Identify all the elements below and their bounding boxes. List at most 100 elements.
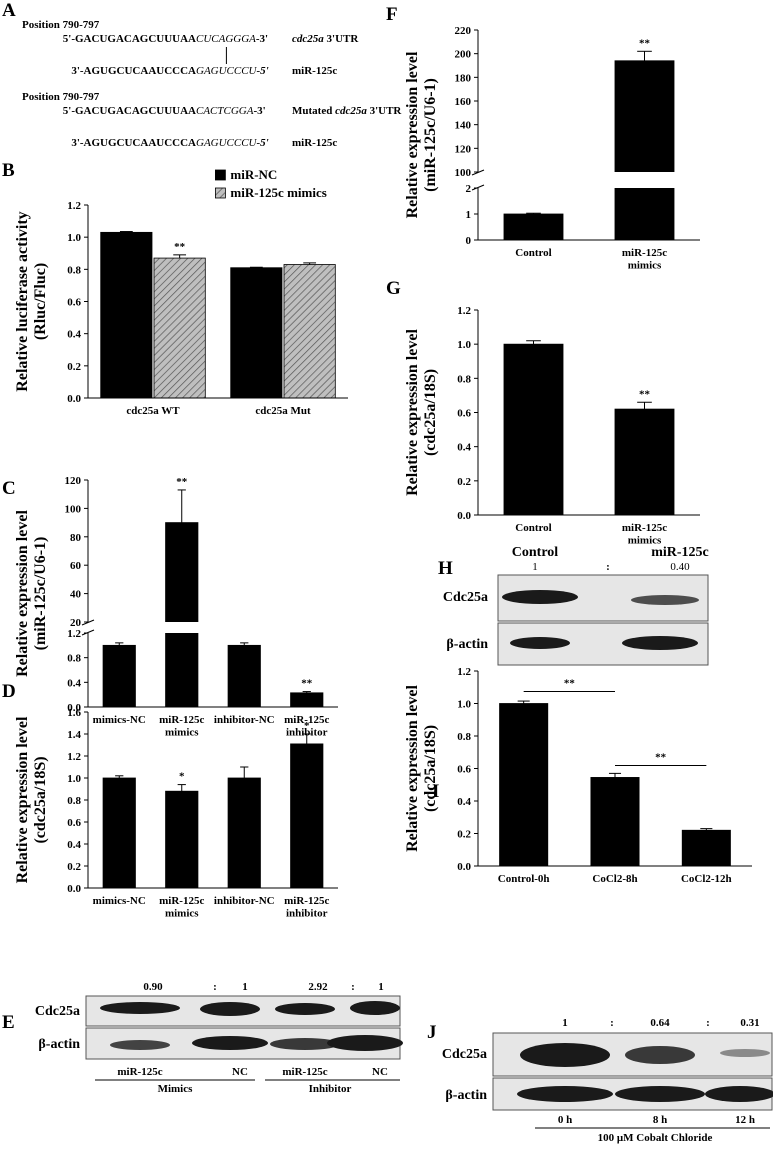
bar xyxy=(503,213,564,241)
y-tick-label: 0.4 xyxy=(67,677,81,689)
bar xyxy=(230,267,283,399)
y-tick-label: 1.4 xyxy=(67,729,81,741)
y-tick-label: 0.8 xyxy=(457,731,471,743)
significance-label: ** xyxy=(176,476,188,488)
y-tick-label: 0.8 xyxy=(67,653,81,665)
text-line: mimics xyxy=(165,908,199,920)
y-tick-label: 1.2 xyxy=(457,305,471,317)
text-line: miR-125c xyxy=(159,714,204,726)
bar xyxy=(227,644,261,708)
bar-chart: 0.0 0.2 0.4 0.6 0.8 1.0 1.2 Relative luciferase… xyxy=(14,167,348,417)
mirna-site: GAGUCCCU-5' xyxy=(196,137,269,149)
bar xyxy=(503,343,564,516)
bar xyxy=(227,777,261,889)
bar xyxy=(290,743,324,889)
axis-break-gap xyxy=(478,172,701,188)
x-tick-label: CoCl2-8h xyxy=(592,873,637,885)
y-axis-label: Relative expression level(miR-125c/U6-1) xyxy=(404,51,439,218)
y-tick-label: 0.0 xyxy=(67,393,81,405)
x-tick-label: inhibitor-NC xyxy=(214,714,275,726)
bar xyxy=(153,257,206,399)
significance-label: ** xyxy=(639,388,651,400)
band xyxy=(622,636,698,650)
sequence-panel: Position 790-797 5'-GACUGACAGCUUUAA CUCA… xyxy=(22,19,402,149)
ratio: 0.90 xyxy=(143,981,163,993)
mirna-seq: 3'-AGUGCUCAAUCCCA xyxy=(71,137,196,149)
y-tick-label: 20 xyxy=(70,617,82,629)
y-tick-label: 160 xyxy=(455,96,472,108)
band xyxy=(192,1036,268,1050)
lane-label: miR-125c xyxy=(651,545,709,560)
text-line: inhibitor xyxy=(286,908,328,920)
treatment-label: 100 μM Cobalt Chloride xyxy=(598,1132,713,1144)
row-label: β-actin xyxy=(446,637,488,652)
text-line: (cdc25a/18S) xyxy=(422,725,439,812)
position: Position 790-797 xyxy=(22,19,100,31)
significance-label: ** xyxy=(564,678,576,690)
bar xyxy=(102,644,136,708)
text-line: (miR-125c/U6-1) xyxy=(32,537,49,651)
bar xyxy=(100,231,153,399)
ratio: : xyxy=(351,981,355,993)
band xyxy=(510,637,570,649)
y-tick-label: 0.4 xyxy=(67,839,81,851)
mirna-seq: 3'-AGUGCUCAAUCCCA xyxy=(71,65,196,77)
text-line: inhibitor xyxy=(286,727,328,739)
group-label: Mimics xyxy=(158,1083,194,1095)
x-tick-label: miR-125c mimics xyxy=(159,895,204,920)
y-tick-label: 0.6 xyxy=(457,408,471,420)
text-line: (Rluc/Fluc) xyxy=(32,263,49,340)
x-tick-label: miR-125c mimics xyxy=(622,522,667,547)
lane-label: NC xyxy=(372,1066,388,1078)
site: CACTCGGA xyxy=(196,105,254,117)
site: GAGUCCCU xyxy=(196,65,258,77)
row-label: β-actin xyxy=(445,1088,487,1103)
y-tick-label: 120 xyxy=(455,143,472,155)
target-name: cdc25a 3'UTR xyxy=(292,33,359,45)
y-tick-label: 0.0 xyxy=(457,510,471,522)
target-name: Mutated cdc25a 3'UTR xyxy=(292,105,402,117)
text-line: mimics xyxy=(165,727,199,739)
western-blot: 0.90 : 1 2.92 : 1 Cdc25a β-actin miR-125… xyxy=(35,981,403,1095)
ratio: : xyxy=(606,561,610,573)
text-line: miR-125c xyxy=(622,247,667,259)
ratio: 1 xyxy=(562,1017,568,1029)
axis-break-mark xyxy=(81,619,95,626)
target-site: CUCAGGGA-3' xyxy=(196,33,268,45)
lane-label: miR-125c xyxy=(117,1066,162,1078)
text-line: Relative expression level xyxy=(404,329,421,496)
text-line: miR-125c xyxy=(622,522,667,534)
x-tick-label: Control xyxy=(515,522,551,534)
y-tick-label: 0.6 xyxy=(67,817,81,829)
site: CUCAGGGA xyxy=(196,33,256,45)
y-tick-label: 0.2 xyxy=(67,361,81,373)
panel-label: I xyxy=(432,781,439,802)
y-tick-label: 1.2 xyxy=(67,628,81,640)
x-tick-label: Control-0h xyxy=(498,873,550,885)
site: GAGUCCCU xyxy=(196,137,258,149)
text-line: mimics xyxy=(628,260,662,272)
y-tick-label: 0 xyxy=(466,235,472,247)
y-tick-label: 0.0 xyxy=(457,861,471,873)
panel-label: A xyxy=(2,0,16,21)
bar xyxy=(614,60,675,241)
bar-chart: 0 1 2 100 120 140 160 180 200 220 Relative express… xyxy=(404,25,701,272)
band xyxy=(625,1046,695,1064)
lane-label: 0 h xyxy=(558,1114,572,1126)
band xyxy=(350,1001,400,1015)
bar xyxy=(614,408,675,516)
y-tick-label: 0.0 xyxy=(67,883,81,895)
band xyxy=(631,595,699,605)
bar xyxy=(165,790,199,889)
y-tick-label: 0.0 xyxy=(67,702,81,714)
text-line: Relative expression level xyxy=(404,51,421,218)
significance-label: * xyxy=(179,771,185,783)
lane-label: 12 h xyxy=(735,1114,755,1126)
band xyxy=(275,1003,335,1015)
legend-label: miR-NC xyxy=(230,167,277,182)
y-tick-label: 60 xyxy=(70,560,82,572)
panel-label: C xyxy=(2,478,16,499)
x-tick-label: Control xyxy=(515,247,551,259)
panel-label: F xyxy=(386,4,398,25)
row-label: Cdc25a xyxy=(443,590,488,605)
